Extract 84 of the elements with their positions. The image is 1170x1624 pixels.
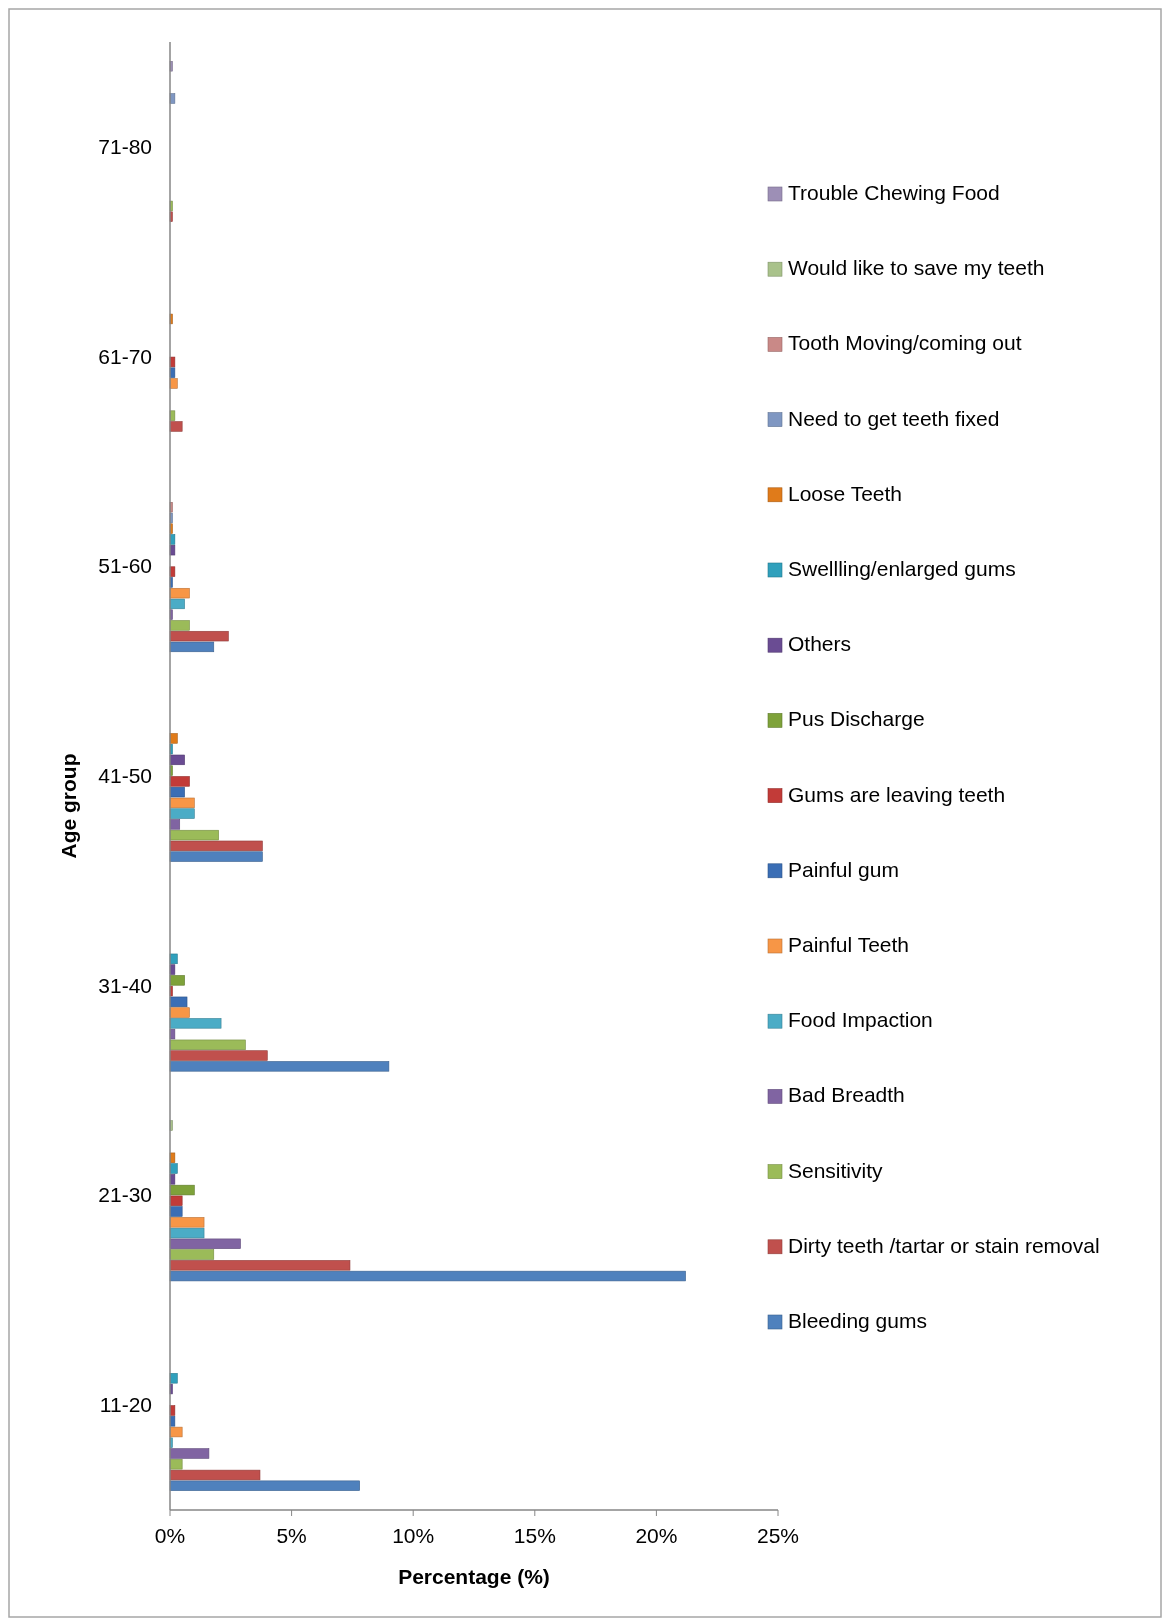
bar xyxy=(169,996,188,1008)
bar xyxy=(169,829,219,841)
legend-label: Food Impaction xyxy=(788,1008,933,1032)
bar xyxy=(169,1373,178,1384)
bar xyxy=(169,378,178,389)
legend-label: Bad Breadth xyxy=(788,1083,905,1107)
bar xyxy=(169,786,185,798)
bar xyxy=(169,1405,176,1416)
bar xyxy=(169,534,176,545)
bar xyxy=(169,1249,215,1260)
bar xyxy=(169,367,176,378)
bar xyxy=(169,1152,176,1163)
bar xyxy=(169,733,178,744)
bar xyxy=(169,1184,195,1196)
bar xyxy=(169,1061,390,1072)
y-tick-label: 61-70 xyxy=(98,344,152,368)
legend-label: Tooth Moving/coming out xyxy=(788,331,1022,355)
bar xyxy=(169,964,176,975)
bar xyxy=(169,93,176,104)
bar xyxy=(169,1028,176,1040)
legend-label: Loose Teeth xyxy=(788,481,903,505)
bar xyxy=(169,566,176,577)
bar xyxy=(169,1426,183,1438)
legend-label: Would like to save my teeth xyxy=(788,256,1045,280)
bar xyxy=(169,1270,686,1282)
bar xyxy=(169,421,183,432)
x-tick-label: 10% xyxy=(392,1524,435,1547)
legend-label: Gums are leaving teeth xyxy=(788,782,1006,806)
bar xyxy=(169,1480,360,1491)
bar xyxy=(169,1174,176,1185)
y-axis-title: Age group xyxy=(57,753,80,859)
bar xyxy=(169,1039,246,1050)
bar xyxy=(169,630,229,642)
bar xyxy=(169,851,263,862)
x-tick-label: 25% xyxy=(756,1524,800,1547)
bar xyxy=(169,620,190,631)
bar xyxy=(169,641,215,653)
bar xyxy=(169,1448,210,1459)
bar xyxy=(169,1195,183,1206)
bar xyxy=(169,1416,176,1427)
bar xyxy=(169,1217,205,1228)
bar xyxy=(169,819,181,830)
y-tick-label: 71-80 xyxy=(98,134,152,158)
bar xyxy=(169,953,178,965)
y-tick-label: 31-40 xyxy=(98,973,152,997)
bar xyxy=(169,975,185,986)
bar xyxy=(169,1260,351,1271)
legend-label: Painful gum xyxy=(788,857,899,881)
bar xyxy=(169,1206,183,1217)
legend-label: Others xyxy=(788,632,852,656)
y-tick-label: 11-20 xyxy=(99,1393,152,1417)
bar xyxy=(169,1238,241,1249)
bar xyxy=(169,1459,183,1470)
y-tick-label: 21-30 xyxy=(98,1183,152,1207)
x-axis-title: Percentage (%) xyxy=(398,1565,550,1588)
bar xyxy=(169,356,176,368)
bar xyxy=(169,587,190,599)
legend-label: Need to get teeth fixed xyxy=(788,406,1000,430)
bar xyxy=(169,1007,190,1018)
bar xyxy=(169,808,195,819)
y-tick-label: 51-60 xyxy=(98,554,152,578)
legend-label: Pus Discharge xyxy=(788,707,925,731)
x-tick-label: 5% xyxy=(276,1524,307,1547)
bar xyxy=(169,410,176,421)
bar xyxy=(169,1050,268,1061)
bar xyxy=(169,1227,205,1239)
x-tick-label: 0% xyxy=(154,1524,186,1547)
x-tick-label: 20% xyxy=(635,1524,678,1547)
bar xyxy=(169,776,190,787)
bar xyxy=(169,840,263,852)
bar xyxy=(169,544,176,556)
legend-label: Dirty teeth /tartar or stain removal xyxy=(788,1233,1100,1257)
legend-label: Bleeding gums xyxy=(788,1309,927,1332)
bar xyxy=(169,1018,222,1029)
legend-label: Trouble Chewing Food xyxy=(788,181,1000,204)
legend-label: Painful Teeth xyxy=(788,933,910,956)
legend-label: Sensitivity xyxy=(788,1158,884,1182)
legend-label: Swellling/enlarged gums xyxy=(788,557,1016,580)
bar xyxy=(169,797,195,809)
bar xyxy=(169,1163,178,1174)
x-tick-label: 15% xyxy=(513,1524,556,1547)
bar xyxy=(169,754,185,766)
y-tick-label: 41-50 xyxy=(98,764,152,787)
bar xyxy=(169,1469,261,1481)
